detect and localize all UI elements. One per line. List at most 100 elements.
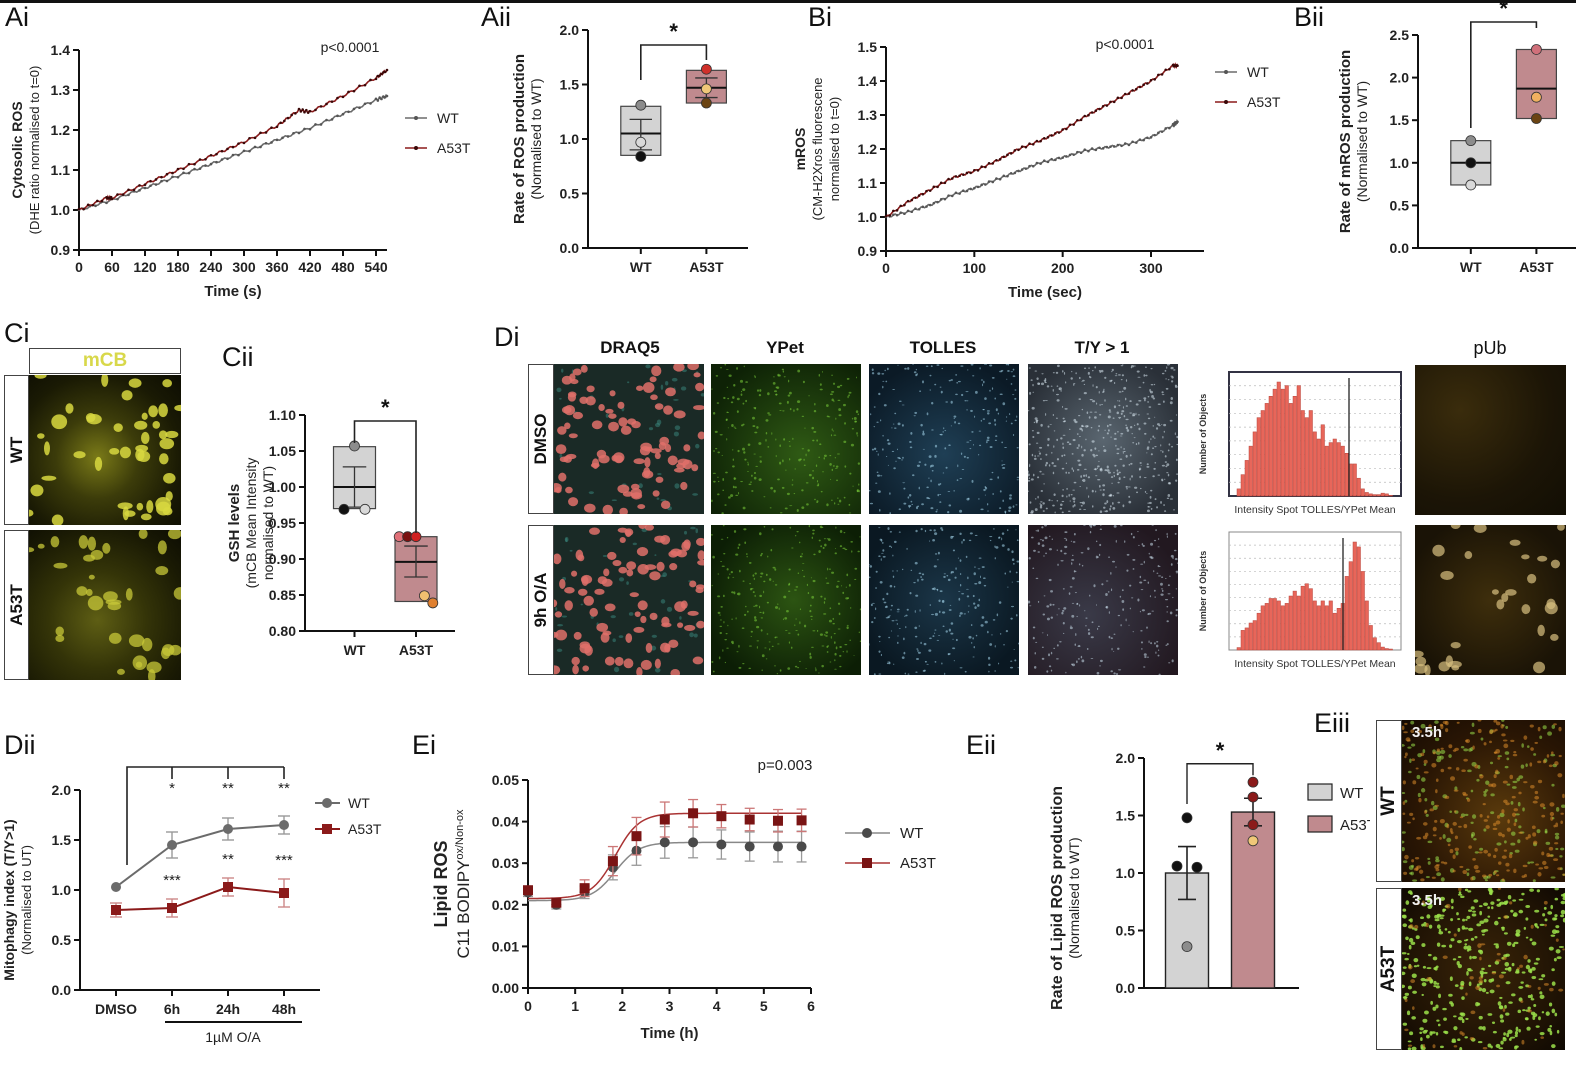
cell-body: [1527, 1006, 1531, 1010]
cell-body: [1150, 507, 1153, 510]
cell-body: [969, 448, 972, 450]
data-point: [995, 158, 998, 162]
cell-body: [690, 526, 696, 530]
cell-body: [1146, 446, 1150, 449]
cell-body: [1135, 443, 1138, 446]
cell-body: [1529, 724, 1534, 728]
cell-body: [787, 632, 791, 634]
cell-body: [1113, 438, 1117, 440]
cell-body: [1155, 644, 1159, 648]
cell-body: [1482, 1047, 1488, 1050]
cell-body: [649, 376, 657, 383]
data-point: [1112, 100, 1116, 104]
cell-body: [823, 613, 827, 615]
cell-body: [1062, 588, 1065, 590]
cell-body: [1402, 971, 1406, 976]
cell-body: [1153, 467, 1156, 470]
x-tick-label: 1: [571, 998, 579, 1014]
cell-body: [1040, 504, 1043, 507]
data-point: [264, 141, 268, 145]
data-point: [1050, 157, 1053, 161]
cell-body: [1483, 828, 1487, 832]
cell-body: [972, 375, 975, 377]
cell-body: [1506, 941, 1512, 946]
cell-body: [1498, 1005, 1504, 1010]
data-point: [259, 131, 262, 135]
cell-body: [1143, 422, 1147, 425]
cell-body: [754, 375, 756, 379]
cell-body: [1527, 1009, 1532, 1013]
cell-body: [756, 640, 760, 642]
cell-body: [846, 377, 850, 380]
cell-body: [1463, 939, 1468, 942]
cell-body: [967, 576, 969, 580]
cell-body: [1484, 879, 1489, 882]
cell-body: [1071, 562, 1073, 565]
cell-body: [857, 489, 859, 493]
cell-body: [939, 433, 943, 436]
cell-body: [1039, 446, 1043, 449]
cell-body: [978, 497, 980, 500]
x-tick-label: A53T: [689, 259, 724, 275]
y-tick-label: 1.5: [1116, 808, 1136, 824]
cell-body: [880, 653, 883, 657]
cell-body: [1562, 793, 1565, 799]
cell-body: [1108, 494, 1112, 497]
data-point: [358, 84, 361, 88]
cell-body: [633, 626, 645, 633]
cell-body: [1514, 813, 1520, 816]
cell-body: [1086, 486, 1088, 490]
cell-body: [1432, 834, 1437, 837]
cell-body: [1113, 405, 1117, 409]
p-value-annotation: p<0.0001: [321, 39, 380, 55]
cell-body: [1063, 537, 1067, 539]
cell-body: [873, 673, 876, 675]
cell-body: [582, 665, 589, 672]
cell-body: [736, 397, 740, 401]
cell-body: [811, 595, 815, 599]
cell-body: [1051, 451, 1053, 454]
cell-body: [1114, 464, 1117, 467]
cell-body: [1521, 554, 1530, 560]
cell-body: [982, 408, 985, 411]
cell-body: [891, 620, 895, 622]
cell-body: [994, 418, 996, 422]
cell-body: [1124, 397, 1127, 401]
cell-body: [778, 402, 782, 405]
cell-body: [1110, 476, 1114, 479]
cell-body: [1410, 743, 1416, 747]
cell-body: [1560, 847, 1565, 851]
cell-body: [1500, 1040, 1504, 1045]
cell-body: [1496, 898, 1501, 902]
cell-body: [989, 536, 993, 538]
pub-image-oa: [1415, 525, 1566, 675]
cell-body: [1420, 977, 1426, 982]
cell-body: [727, 427, 729, 429]
cell-body: [109, 447, 120, 455]
cell-body: [580, 574, 593, 584]
cell-body: [1090, 525, 1092, 529]
cell-body: [917, 649, 919, 653]
cell-body: [722, 525, 725, 527]
cell-body: [1495, 769, 1499, 775]
cell-body: [1165, 377, 1167, 380]
cell-body: [1169, 419, 1173, 422]
cell-body: [986, 439, 990, 442]
data-point: [270, 126, 273, 129]
cell-body: [1427, 840, 1433, 844]
panel-label-eiii: Eiii: [1314, 708, 1351, 738]
cell-body: [888, 661, 891, 665]
cell-body: [974, 582, 978, 585]
data-point: [374, 97, 378, 101]
cell-body: [1040, 423, 1043, 427]
cell-body: [1063, 454, 1066, 457]
cell-body: [1443, 1017, 1447, 1021]
cell-body: [742, 662, 745, 665]
cell-body: [902, 568, 904, 571]
cell-body: [1170, 375, 1173, 377]
data-point-wt: [1171, 860, 1183, 872]
cell-body: [1497, 888, 1501, 890]
cell-body: [717, 573, 720, 575]
cell-body: [950, 622, 954, 625]
